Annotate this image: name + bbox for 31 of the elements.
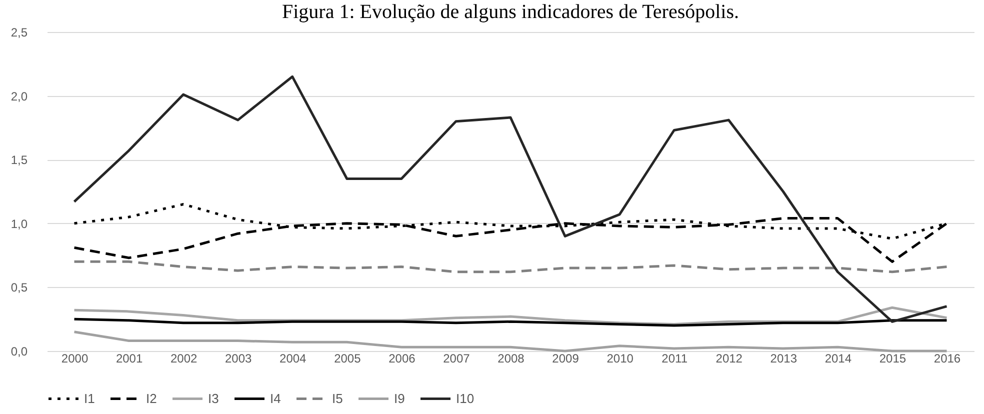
y-tick-label: 1,0 (10, 216, 28, 231)
legend-label: I5 (332, 390, 343, 406)
y-tick-label: 2,5 (10, 26, 28, 40)
x-tick-label: 2014 (824, 352, 852, 366)
x-tick-label: 2004 (280, 352, 307, 366)
y-tick-label: 0,5 (10, 280, 28, 295)
x-tick-label: 2005 (334, 352, 362, 366)
x-tick-label: 2012 (716, 352, 743, 366)
legend-label: I10 (456, 390, 474, 406)
x-tick-label: 2011 (662, 352, 688, 366)
y-tick-label: 1,5 (10, 153, 28, 168)
chart-title: Figura 1: Evolução de alguns indicadores de Teresópolis. (282, 1, 740, 23)
x-tick-label: 2002 (170, 352, 198, 366)
x-tick-label: 2016 (934, 352, 961, 366)
legend-label: I2 (146, 390, 157, 406)
x-tick-label: 2007 (443, 352, 470, 366)
y-tick-label: 0,0 (10, 344, 28, 358)
x-tick-label: 2010 (606, 352, 634, 366)
legend-label: I1 (84, 390, 95, 406)
x-tick-label: 2013 (770, 352, 798, 366)
x-tick-label: 2000 (61, 352, 88, 366)
x-tick-label: 2003 (225, 352, 252, 366)
legend-label: I3 (208, 390, 219, 406)
y-tick-label: 2,0 (10, 89, 28, 104)
legend-label: I4 (270, 390, 281, 406)
x-tick-label: 2009 (552, 352, 580, 366)
x-tick-label: 2001 (116, 352, 143, 366)
x-tick-label: 2008 (498, 352, 525, 366)
legend-label: I9 (394, 390, 405, 406)
x-tick-label: 2006 (388, 352, 416, 366)
x-tick-label: 2015 (879, 352, 906, 366)
